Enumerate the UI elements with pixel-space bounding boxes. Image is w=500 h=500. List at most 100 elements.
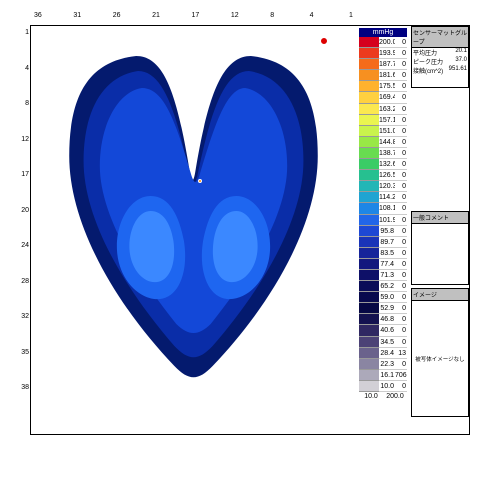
legend-row: 10.00 [359, 381, 407, 392]
legend-row: 16.1706 [359, 370, 407, 381]
legend-swatch [359, 159, 379, 170]
legend-value: 157.1 [379, 115, 395, 126]
legend-swatch [359, 148, 379, 159]
legend-value: 187.7 [379, 59, 395, 70]
legend-count: 0 [395, 92, 407, 103]
chart-frame: 363126211712841 1481217202428323538 mmHg… [30, 25, 470, 435]
legend-value: 40.6 [379, 325, 395, 336]
legend-count: 0 [395, 215, 407, 226]
legend-swatch [359, 303, 379, 314]
legend-rows: 200.00193.90187.70181.60175.50169.40163.… [359, 37, 407, 392]
legend-swatch [359, 292, 379, 303]
stats-value: 20.1 [455, 48, 467, 57]
legend-count: 0 [395, 59, 407, 70]
legend-row: 187.70 [359, 59, 407, 70]
legend-count: 0 [395, 37, 407, 48]
legend-row: 77.40 [359, 259, 407, 270]
legend-swatch [359, 337, 379, 348]
y-tick: 35 [21, 349, 29, 356]
legend-count: 0 [395, 148, 407, 159]
y-tick: 32 [21, 313, 29, 320]
legend-swatch [359, 170, 379, 181]
legend-count: 0 [395, 126, 407, 137]
legend-count: 0 [395, 259, 407, 270]
legend-row: 65.20 [359, 281, 407, 292]
legend-swatch [359, 270, 379, 281]
legend-row: 95.80 [359, 226, 407, 237]
x-tick: 12 [231, 12, 239, 19]
x-tick: 8 [270, 12, 274, 19]
stats-row: ピーク圧力37.0 [412, 57, 468, 66]
legend-value: 120.3 [379, 181, 395, 192]
contour-svg [31, 26, 356, 396]
y-tick: 4 [25, 65, 29, 72]
legend-count: 0 [395, 314, 407, 325]
legend-swatch [359, 370, 379, 381]
legend-row: 175.50 [359, 81, 407, 92]
y-tick: 20 [21, 207, 29, 214]
legend-row: 138.70 [359, 148, 407, 159]
image-header: イメージ [412, 289, 468, 301]
legend-row: 200.00 [359, 37, 407, 48]
legend-count: 0 [395, 181, 407, 192]
legend-value: 114.2 [379, 192, 395, 203]
legend-swatch [359, 226, 379, 237]
legend-footer: 10.0 200.0 [359, 392, 407, 401]
x-tick: 1 [349, 12, 353, 19]
legend-value: 77.4 [379, 259, 395, 270]
legend-swatch [359, 48, 379, 59]
legend-value: 46.8 [379, 314, 395, 325]
legend-row: 193.90 [359, 48, 407, 59]
image-panel: イメージ 被写体イメージなし [411, 288, 469, 417]
comment-header: 一般コメント [412, 212, 468, 224]
legend-count: 0 [395, 81, 407, 92]
legend-row: 169.40 [359, 92, 407, 103]
legend-swatch [359, 70, 379, 81]
legend-swatch [359, 381, 379, 392]
legend-swatch [359, 314, 379, 325]
x-axis: 363126211712841 [31, 12, 356, 24]
legend-row: 83.50 [359, 248, 407, 259]
x-tick: 21 [152, 12, 160, 19]
legend-count: 0 [395, 337, 407, 348]
comment-panel: 一般コメント [411, 211, 469, 285]
legend-row: 71.30 [359, 270, 407, 281]
legend-value: 16.1 [379, 370, 395, 381]
legend-swatch [359, 215, 379, 226]
legend-value: 163.2 [379, 104, 395, 115]
legend-value: 22.3 [379, 359, 395, 370]
legend-value: 108.1 [379, 203, 395, 214]
legend-value: 144.8 [379, 137, 395, 148]
y-tick: 8 [25, 100, 29, 107]
legend-count: 0 [395, 281, 407, 292]
cursor-marker[interactable] [320, 37, 328, 45]
legend-value: 101.9 [379, 215, 395, 226]
legend-swatch [359, 348, 379, 359]
legend-count: 0 [395, 248, 407, 259]
legend-count: 0 [395, 303, 407, 314]
legend-value: 52.9 [379, 303, 395, 314]
legend-row: 89.70 [359, 237, 407, 248]
legend-count: 0 [395, 159, 407, 170]
legend-count: 0 [395, 203, 407, 214]
legend-value: 83.5 [379, 248, 395, 259]
legend-swatch [359, 325, 379, 336]
legend-swatch [359, 92, 379, 103]
legend-swatch [359, 37, 379, 48]
y-tick: 1 [25, 29, 29, 36]
color-legend: mmHg 200.00193.90187.70181.60175.50169.4… [359, 28, 407, 401]
stats-panel: センサーマットグループ 平均圧力20.1ピーク圧力37.0接触(cm^2)951… [411, 26, 469, 88]
legend-min: 10.0 [359, 392, 383, 401]
legend-row: 151.00 [359, 126, 407, 137]
comment-body[interactable] [412, 224, 468, 284]
legend-title: mmHg [359, 28, 407, 37]
legend-row: 126.50 [359, 170, 407, 181]
legend-row: 181.60 [359, 70, 407, 81]
legend-value: 65.2 [379, 281, 395, 292]
legend-row: 52.90 [359, 303, 407, 314]
y-tick: 12 [21, 136, 29, 143]
legend-value: 193.9 [379, 48, 395, 59]
legend-swatch [359, 237, 379, 248]
legend-count: 0 [395, 104, 407, 115]
legend-value: 59.0 [379, 292, 395, 303]
